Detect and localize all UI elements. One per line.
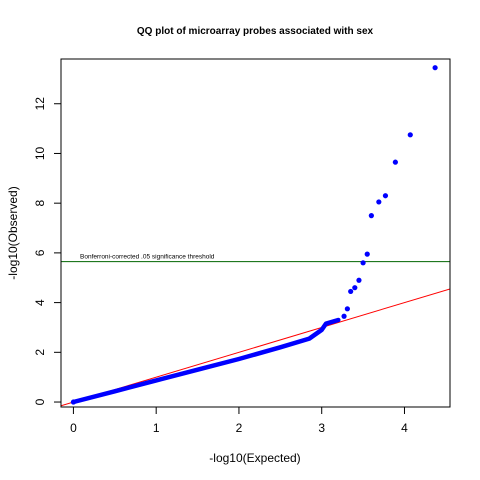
x-tick-label: 4	[401, 421, 408, 435]
data-point	[70, 399, 77, 405]
y-tick-label: 4	[33, 299, 47, 306]
x-tick-label: 2	[236, 421, 243, 435]
data-point	[364, 251, 370, 257]
y-tick-label: 0	[33, 398, 47, 405]
y-tick-label: 12	[33, 97, 47, 111]
y-tick-label: 10	[33, 146, 47, 160]
y-tick-label: 8	[33, 200, 47, 207]
y-tick-label: 2	[33, 349, 47, 356]
data-point	[341, 313, 347, 319]
x-tick-label: 1	[153, 421, 160, 435]
x-tick-label: 0	[70, 421, 77, 435]
data-point	[432, 65, 438, 71]
y-tick-label: 6	[33, 249, 47, 256]
y-axis-label: -log10(Observed)	[6, 186, 20, 279]
data-point	[356, 277, 362, 283]
x-tick-label: 3	[318, 421, 325, 435]
data-point	[368, 213, 374, 219]
data-point	[348, 288, 354, 295]
data-point	[392, 159, 398, 165]
data-point	[360, 260, 366, 266]
data-points-bulk	[71, 317, 341, 405]
data-point	[344, 306, 350, 312]
data-point	[382, 193, 389, 199]
data-point	[407, 132, 413, 138]
data-point	[376, 199, 382, 205]
chart-title: QQ plot of microarray probes associated …	[137, 26, 374, 37]
threshold-label: Bonferroni-corrected .05 significance th…	[80, 254, 215, 261]
data-point	[352, 285, 358, 291]
x-axis-label: -log10(Expected)	[209, 451, 300, 465]
